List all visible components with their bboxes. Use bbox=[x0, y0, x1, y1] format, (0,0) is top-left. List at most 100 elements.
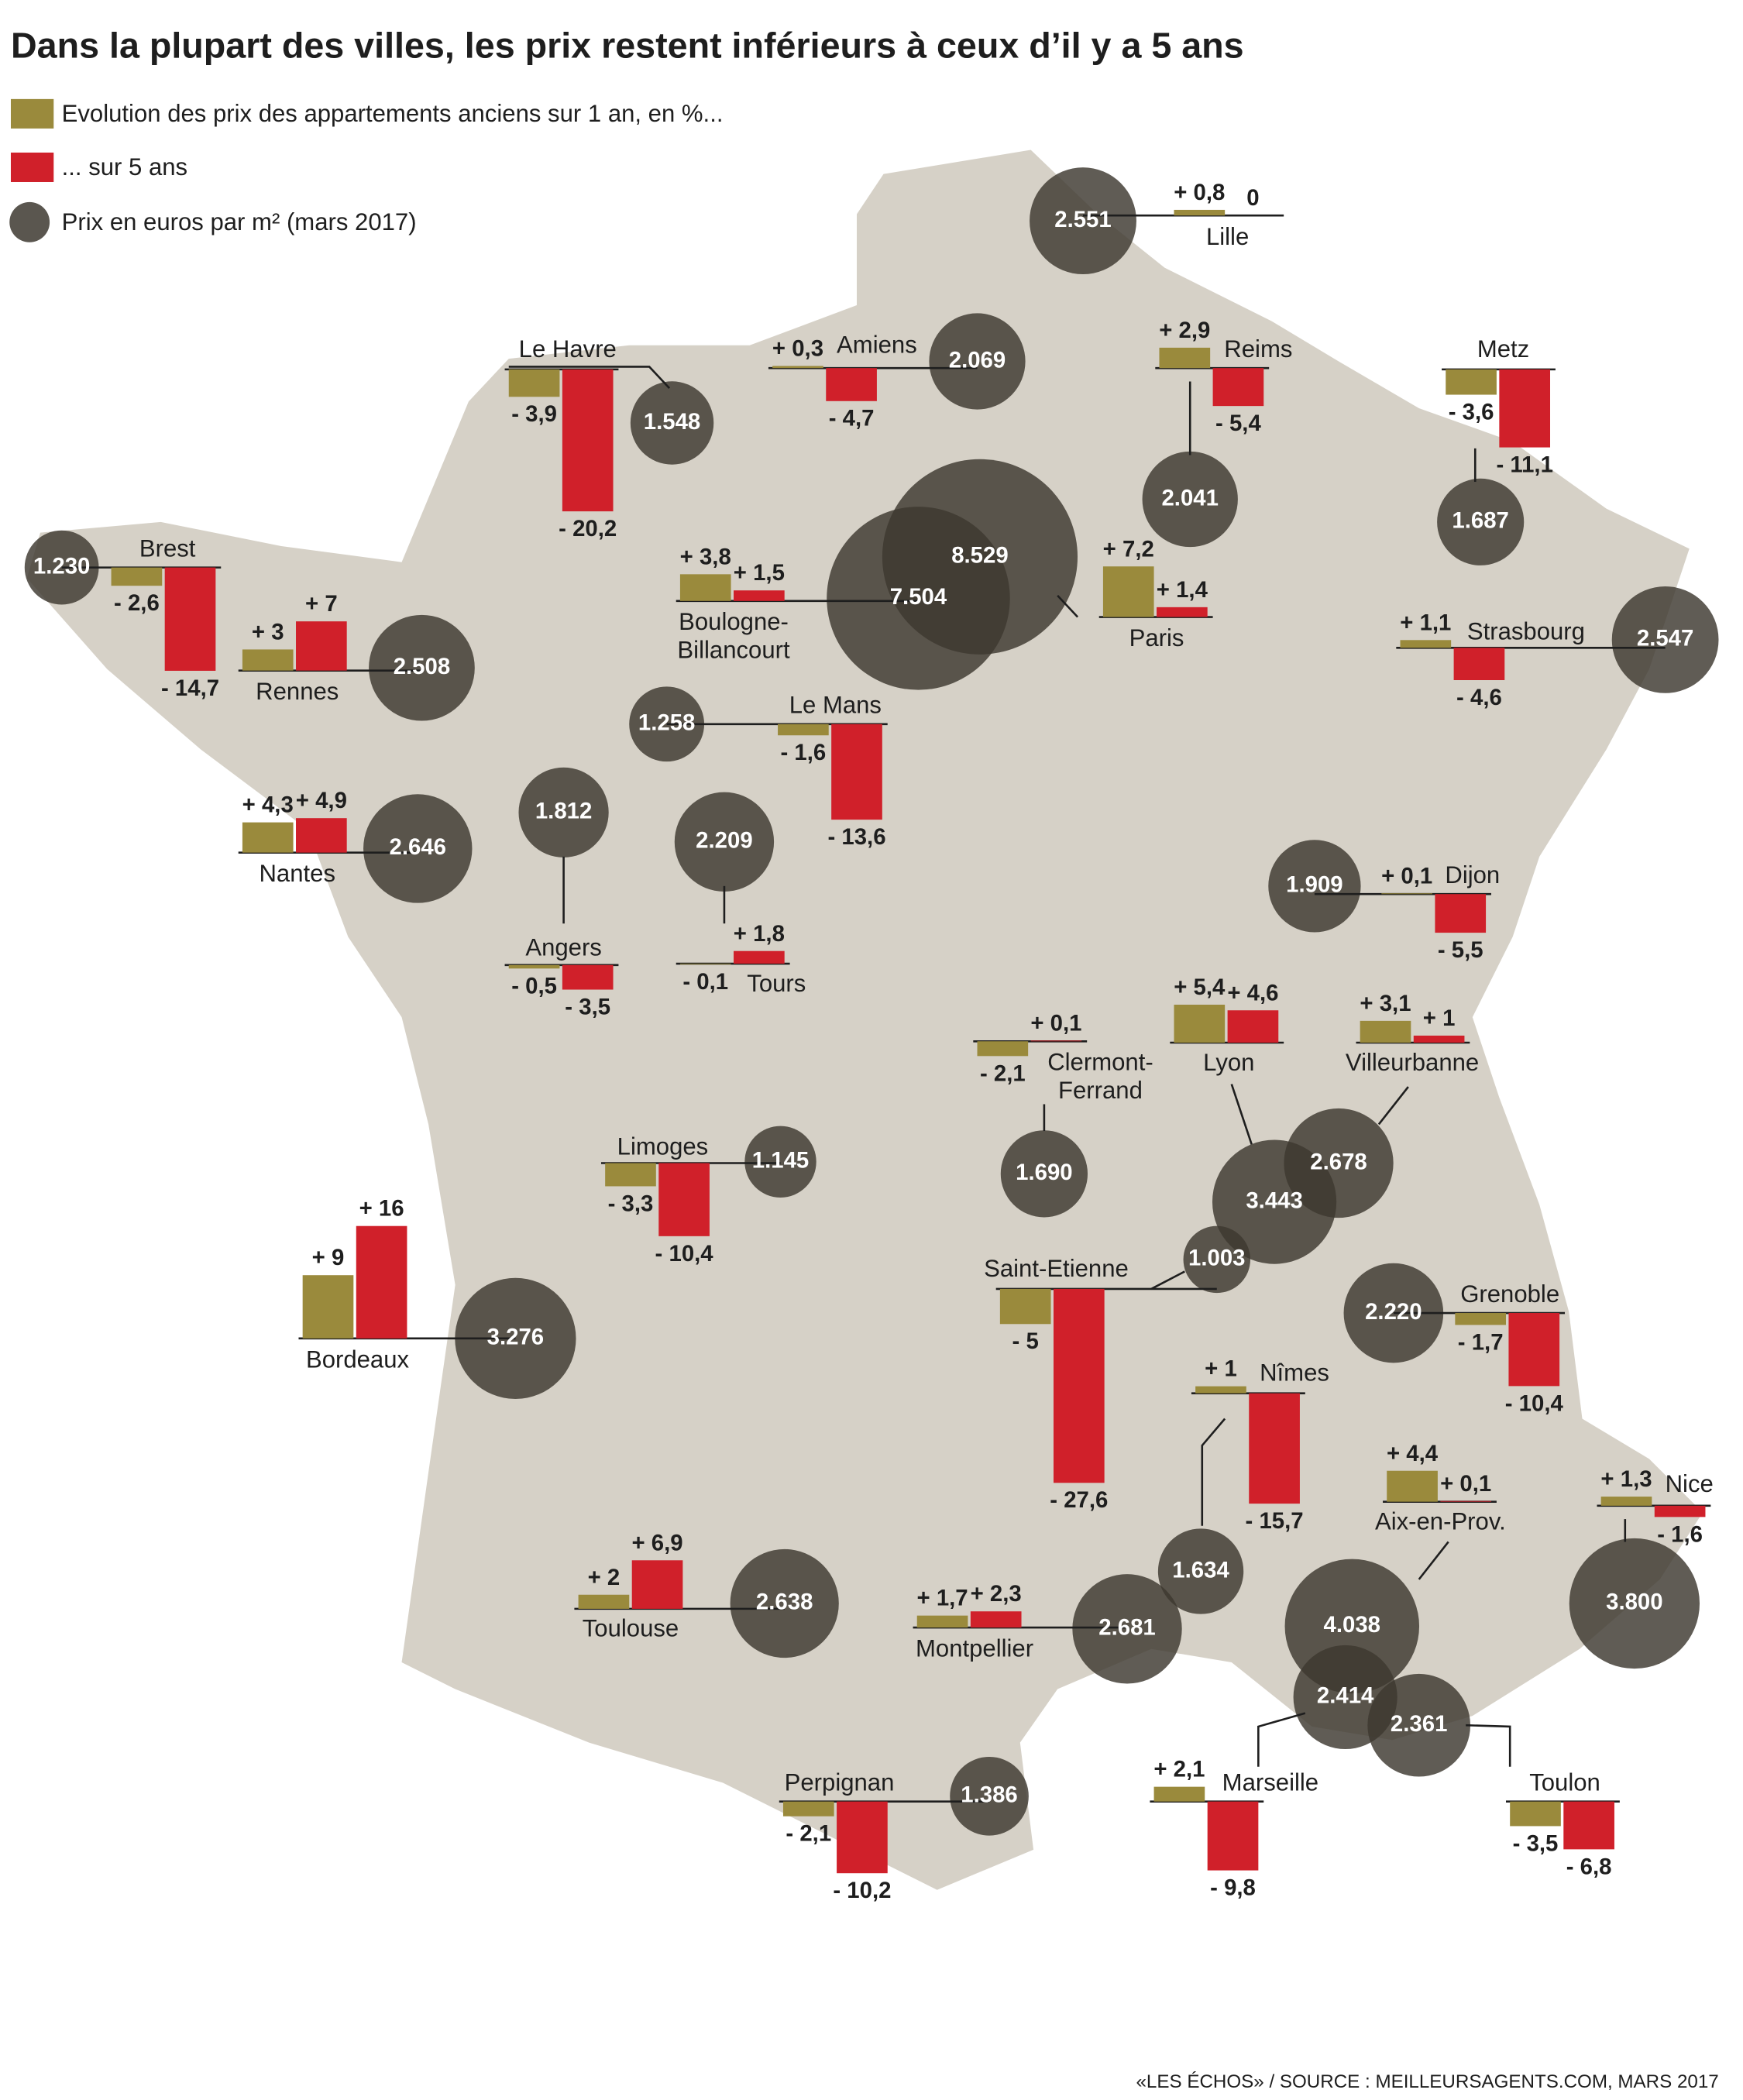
value-label: + 7,2 bbox=[1103, 536, 1154, 562]
bar-five-year bbox=[837, 1801, 888, 1874]
bar-five-year bbox=[734, 590, 785, 601]
city-name: Nîmes bbox=[1260, 1359, 1329, 1387]
city-name: Marseille bbox=[1222, 1768, 1318, 1796]
price-label: 2.041 bbox=[1161, 485, 1218, 510]
value-label: + 3 bbox=[252, 619, 284, 644]
price-bubble bbox=[1142, 451, 1238, 548]
bar-one-year bbox=[605, 1163, 656, 1187]
leader-line bbox=[1418, 1541, 1449, 1580]
city-name: Montpellier bbox=[916, 1635, 1033, 1662]
value-label: + 6,9 bbox=[631, 1530, 682, 1555]
bar-one-year bbox=[772, 366, 823, 369]
price-label: 1.386 bbox=[961, 1782, 1017, 1808]
bar-one-year bbox=[1174, 209, 1226, 216]
bar-five-year bbox=[1563, 1801, 1614, 1850]
price-label: 2.209 bbox=[696, 828, 752, 854]
bar-one-year bbox=[916, 1615, 968, 1628]
value-label: + 4,4 bbox=[1387, 1441, 1439, 1466]
value-label: + 1,4 bbox=[1157, 577, 1208, 603]
bar-five-year bbox=[1227, 1010, 1279, 1043]
price-bubble bbox=[1183, 1225, 1251, 1294]
price-label: 1.548 bbox=[644, 409, 700, 435]
bar-one-year bbox=[242, 649, 294, 671]
city-name: Villeurbanne bbox=[1346, 1049, 1479, 1076]
price-bubble bbox=[730, 1548, 839, 1658]
city-name: Metz bbox=[1477, 335, 1529, 363]
price-label: 2.069 bbox=[949, 347, 1006, 373]
bar-one-year bbox=[1510, 1801, 1561, 1827]
bar-one-year bbox=[1600, 1497, 1652, 1506]
price-label: 1.687 bbox=[1452, 508, 1508, 534]
value-label: - 5 bbox=[1012, 1328, 1039, 1354]
value-label: - 0,5 bbox=[511, 973, 557, 998]
value-label: - 3,6 bbox=[1449, 399, 1494, 424]
bar-five-year bbox=[1212, 368, 1264, 407]
value-label: + 16 bbox=[359, 1196, 404, 1222]
value-label: + 1,3 bbox=[1600, 1466, 1652, 1492]
value-label: - 3,5 bbox=[1513, 1830, 1559, 1856]
city-name: Dijon bbox=[1445, 861, 1500, 888]
price-label: 1.634 bbox=[1172, 1557, 1229, 1583]
price-label: 1.690 bbox=[1016, 1160, 1072, 1185]
city-name: Toulouse bbox=[583, 1615, 679, 1642]
bar-five-year bbox=[1157, 607, 1208, 617]
bar-one-year bbox=[578, 1594, 630, 1609]
bar-one-year bbox=[1174, 1005, 1226, 1043]
bar-five-year bbox=[1499, 369, 1551, 448]
price-bubble bbox=[518, 767, 609, 858]
leader-line bbox=[1230, 1084, 1253, 1145]
bar-five-year bbox=[1207, 1801, 1259, 1871]
price-bubble bbox=[1000, 1130, 1088, 1218]
bar-five-year bbox=[734, 950, 785, 964]
value-label: + 1,7 bbox=[917, 1586, 968, 1611]
leader-line bbox=[1201, 1418, 1226, 1526]
city-name: Boulogne-Billancourt bbox=[677, 608, 790, 663]
price-bubble bbox=[1268, 840, 1361, 933]
price-label: 2.678 bbox=[1310, 1149, 1367, 1174]
legend-1y: Evolution des prix des appartements anci… bbox=[62, 100, 724, 127]
value-label: + 9 bbox=[312, 1245, 345, 1270]
value-label: + 2,9 bbox=[1159, 318, 1210, 343]
city-name: Bordeaux bbox=[306, 1346, 410, 1373]
price-label: 4.038 bbox=[1324, 1612, 1380, 1638]
bar-one-year bbox=[1446, 369, 1497, 395]
bar-one-year bbox=[1153, 1786, 1205, 1802]
value-label: - 20,2 bbox=[559, 516, 617, 541]
value-label: - 10,2 bbox=[833, 1878, 891, 1903]
legend-price: Prix en euros par m² (mars 2017) bbox=[62, 208, 417, 235]
price-label: 2.414 bbox=[1317, 1683, 1374, 1709]
city-name: Grenoble bbox=[1460, 1280, 1559, 1308]
value-label: + 1,8 bbox=[734, 921, 785, 947]
price-bubble bbox=[674, 792, 775, 892]
bar-five-year bbox=[826, 368, 877, 401]
price-bubble bbox=[882, 459, 1078, 655]
value-label: - 2,1 bbox=[786, 1821, 831, 1847]
value-label: + 2,3 bbox=[971, 1581, 1022, 1607]
price-label: 7.504 bbox=[890, 584, 947, 610]
city-name: Amiens bbox=[837, 332, 917, 359]
bar-five-year bbox=[658, 1163, 710, 1236]
bar-five-year bbox=[164, 567, 216, 671]
bar-one-year bbox=[1360, 1020, 1411, 1043]
price-label: 2.681 bbox=[1098, 1615, 1155, 1641]
city-name: Rennes bbox=[256, 678, 339, 705]
price-label: 3.443 bbox=[1246, 1187, 1302, 1213]
value-label: + 0,3 bbox=[772, 335, 823, 361]
value-label: + 0,1 bbox=[1381, 863, 1432, 888]
value-label: + 3,8 bbox=[680, 544, 731, 569]
bar-one-year bbox=[977, 1041, 1029, 1057]
value-label: + 1 bbox=[1205, 1356, 1237, 1382]
value-label: - 27,6 bbox=[1050, 1487, 1108, 1513]
legend-swatch-1y bbox=[10, 98, 54, 129]
city-name: Clermont-Ferrand bbox=[1047, 1049, 1153, 1104]
price-bubble bbox=[1157, 1528, 1244, 1614]
value-label: - 0,1 bbox=[682, 969, 728, 995]
city-name: Strasbourg bbox=[1467, 617, 1585, 644]
price-bubble bbox=[950, 1756, 1029, 1836]
value-label: - 11,1 bbox=[1496, 452, 1552, 478]
bar-one-year bbox=[778, 723, 829, 736]
city-name: Brest bbox=[139, 534, 196, 562]
price-label: 2.220 bbox=[1365, 1299, 1422, 1325]
bar-one-year bbox=[1195, 1386, 1246, 1394]
bar-one-year bbox=[242, 822, 294, 853]
